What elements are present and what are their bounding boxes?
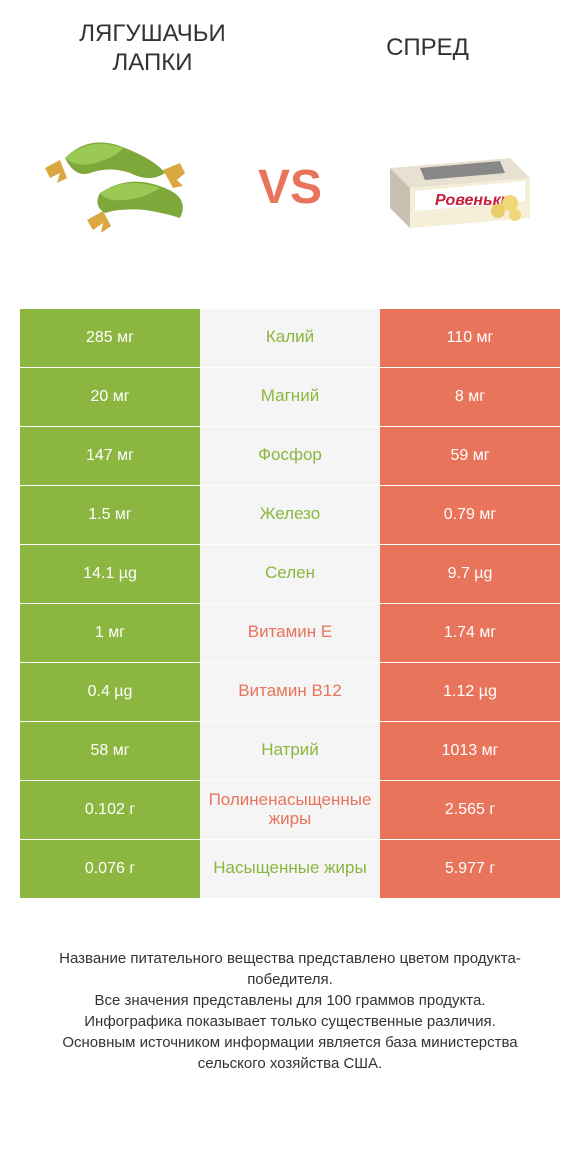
cell-right-value: 1.12 µg (380, 663, 560, 721)
cell-nutrient-name: Селен (200, 545, 380, 603)
right-title-text: СПРЕД (315, 34, 540, 63)
header: ЛЯГУШАЧЬИ ЛАПКИ СПРЕД (0, 0, 580, 88)
cell-left-value: 0.076 г (20, 840, 200, 898)
cell-nutrient-name: Железо (200, 486, 380, 544)
cell-nutrient-name: Полиненасыщенные жиры (200, 781, 380, 839)
frog-legs-icon (30, 113, 210, 263)
cell-nutrient-name: Насыщенные жиры (200, 840, 380, 898)
table-row: 147 мгФосфор59 мг (20, 426, 560, 485)
cell-left-value: 14.1 µg (20, 545, 200, 603)
footer-line: Название питательного вещества представл… (30, 948, 550, 990)
table-row: 58 мгНатрий1013 мг (20, 721, 560, 780)
cell-nutrient-name: Натрий (200, 722, 380, 780)
cell-left-value: 285 мг (20, 309, 200, 367)
footer: Название питательного вещества представл… (0, 898, 580, 1074)
table-row: 1 мгВитамин E1.74 мг (20, 603, 560, 662)
cell-nutrient-name: Витамин B12 (200, 663, 380, 721)
footer-line: Основным источником информации является … (30, 1032, 550, 1074)
cell-nutrient-name: Калий (200, 309, 380, 367)
table-row: 0.4 µgВитамин B121.12 µg (20, 662, 560, 721)
table-row: 0.076 гНасыщенные жиры5.977 г (20, 839, 560, 898)
cell-left-value: 58 мг (20, 722, 200, 780)
spread-box-icon: Ровеньки (370, 113, 550, 263)
cell-right-value: 59 мг (380, 427, 560, 485)
cell-nutrient-name: Витамин E (200, 604, 380, 662)
cell-right-value: 5.977 г (380, 840, 560, 898)
cell-right-value: 2.565 г (380, 781, 560, 839)
cell-right-value: 0.79 мг (380, 486, 560, 544)
left-title-text: ЛЯГУШАЧЬИ ЛАПКИ (40, 20, 265, 78)
cell-nutrient-name: Магний (200, 368, 380, 426)
cell-left-value: 147 мг (20, 427, 200, 485)
cell-nutrient-name: Фосфор (200, 427, 380, 485)
cell-right-value: 1.74 мг (380, 604, 560, 662)
cell-left-value: 0.102 г (20, 781, 200, 839)
table-row: 14.1 µgСелен9.7 µg (20, 544, 560, 603)
table-row: 0.102 гПолиненасыщенные жиры2.565 г (20, 780, 560, 839)
vs-label: VS (258, 160, 322, 215)
cell-left-value: 20 мг (20, 368, 200, 426)
footer-line: Все значения представлены для 100 граммо… (30, 990, 550, 1011)
product-left-title: ЛЯГУШАЧЬИ ЛАПКИ (40, 20, 265, 78)
cell-right-value: 110 мг (380, 309, 560, 367)
vs-row: VS Ровеньки (0, 88, 580, 308)
cell-left-value: 1.5 мг (20, 486, 200, 544)
cell-left-value: 0.4 µg (20, 663, 200, 721)
table-row: 20 мгМагний8 мг (20, 367, 560, 426)
cell-right-value: 8 мг (380, 368, 560, 426)
table-row: 285 мгКалий110 мг (20, 308, 560, 367)
product-right-title: СПРЕД (315, 20, 540, 78)
cell-right-value: 9.7 µg (380, 545, 560, 603)
cell-right-value: 1013 мг (380, 722, 560, 780)
table-row: 1.5 мгЖелезо0.79 мг (20, 485, 560, 544)
cell-left-value: 1 мг (20, 604, 200, 662)
nutrient-table: 285 мгКалий110 мг20 мгМагний8 мг147 мгФо… (20, 308, 560, 898)
footer-line: Инфографика показывает только существенн… (30, 1011, 550, 1032)
